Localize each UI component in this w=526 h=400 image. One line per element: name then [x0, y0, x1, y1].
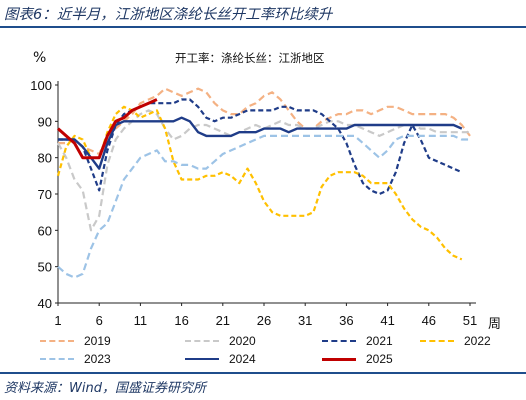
- x-tick-label: 26: [257, 313, 271, 328]
- x-tick-label: 41: [380, 313, 394, 328]
- series-line-2020: [57, 109, 470, 232]
- x-tick-label: 1: [54, 313, 61, 328]
- x-tick-label: 36: [339, 313, 353, 328]
- x-tick-label: 6: [96, 313, 103, 328]
- legend-label: 2024: [229, 352, 256, 366]
- y-tick-label: 60: [38, 223, 52, 238]
- legend-swatch: [40, 340, 74, 342]
- legend-label: 2025: [366, 352, 393, 366]
- legend-swatch: [322, 357, 356, 361]
- legend-swatch: [185, 358, 219, 360]
- legend-item-2024: 2024: [185, 351, 256, 367]
- source-divider: [0, 372, 526, 374]
- legend-item-2021: 2021: [322, 333, 393, 349]
- series-line-2019: [58, 87, 471, 156]
- y-tick-label: 70: [38, 187, 52, 202]
- series-line-2025: [57, 98, 158, 160]
- legend-swatch: [420, 340, 454, 342]
- chart-legend: 2019 2020 2021 2022 2023 2024 2025: [40, 333, 510, 369]
- y-tick-label: 80: [38, 151, 52, 166]
- x-tick-label: 21: [216, 313, 230, 328]
- y-tick-label: 40: [38, 296, 52, 311]
- y-tick-label: 50: [38, 260, 52, 275]
- x-axis-label: 周: [488, 317, 501, 330]
- legend-swatch: [40, 358, 74, 360]
- legend-item-2023: 2023: [40, 351, 111, 367]
- legend-label: 2020: [229, 334, 256, 348]
- x-tick-label: 51: [463, 313, 477, 328]
- legend-swatch: [322, 340, 356, 342]
- legend-label: 2023: [84, 352, 111, 366]
- legend-item-2019: 2019: [40, 333, 111, 349]
- y-tick-label: 90: [38, 114, 52, 129]
- legend-label: 2021: [366, 334, 393, 348]
- chart-axes: [57, 81, 476, 304]
- y-tick-label: 100: [30, 78, 52, 93]
- legend-label: 2019: [84, 334, 111, 348]
- series-line-2022: [56, 105, 463, 261]
- x-tick-label: 16: [174, 313, 188, 328]
- x-tick-label: 46: [422, 313, 436, 328]
- title-divider: [0, 26, 526, 28]
- x-tick-label: 31: [298, 313, 312, 328]
- series-line-2024: [58, 116, 463, 170]
- series-line-2023: [57, 134, 470, 279]
- chart-lines: [56, 87, 471, 279]
- y-axis-label: %: [33, 50, 46, 66]
- legend-swatch: [185, 340, 219, 342]
- source-note: 资料来源：Wind，国盛证券研究所: [4, 381, 206, 396]
- legend-label: 2022: [464, 334, 491, 348]
- series-line-2021: [58, 98, 463, 196]
- legend-item-2025: 2025: [322, 351, 393, 367]
- x-tick-label: 11: [134, 313, 148, 328]
- figure-title: 图表6：近半月，江浙地区涤纶长丝开工率环比续升: [4, 7, 333, 23]
- legend-item-2020: 2020: [185, 333, 256, 349]
- legend-item-2022: 2022: [420, 333, 491, 349]
- chart-title: 开工率：涤纶长丝：江浙地区: [175, 51, 325, 65]
